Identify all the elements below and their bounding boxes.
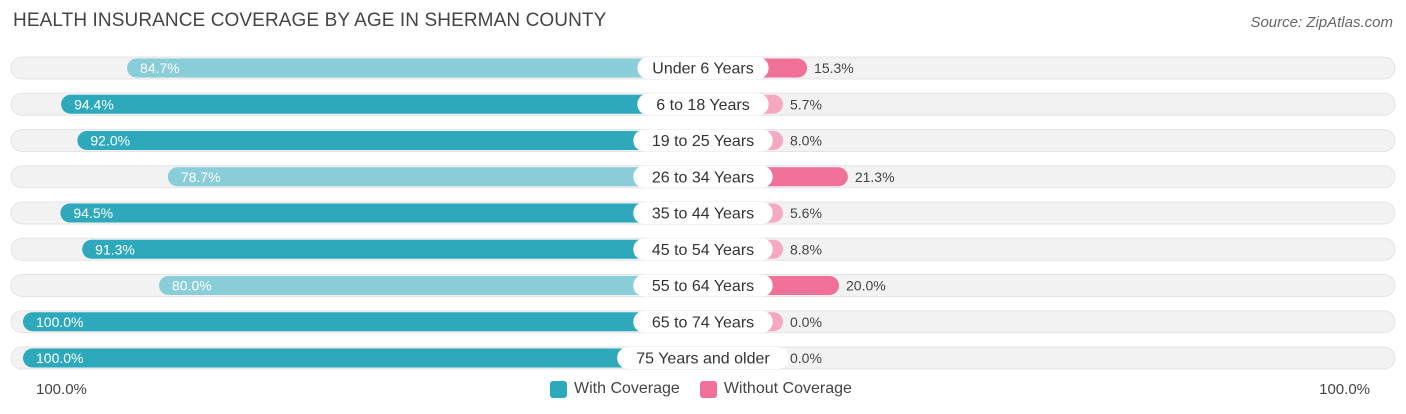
bar-with-coverage — [167, 167, 704, 187]
bar-with-coverage — [61, 94, 703, 114]
legend-item-without-coverage: Without Coverage — [699, 380, 852, 398]
bar-with-coverage — [159, 276, 703, 295]
label-without-coverage: 5.7% — [790, 96, 822, 112]
label-without-coverage: 15.3% — [814, 60, 854, 76]
label-with-coverage: 94.5% — [73, 205, 113, 221]
category-label: 55 to 64 Years — [652, 278, 754, 295]
label-with-coverage: 78.7% — [181, 169, 221, 185]
legend-swatch-with-coverage — [550, 380, 567, 398]
category-label: 75 Years and older — [636, 351, 770, 368]
category-pill — [633, 165, 773, 188]
bar-with-coverage — [127, 58, 704, 78]
category-label: Under 6 Years — [652, 61, 753, 78]
category-pill — [637, 93, 769, 116]
chart-area: 84.7% 15.3% Under 6 Years 94.4% 5.7% 6 to 18 … — [10, 56, 1396, 370]
label-with-coverage: 100.0% — [36, 350, 83, 366]
category-pill — [633, 274, 773, 297]
category-label: 6 to 18 Years — [656, 97, 749, 114]
legend-swatch-without-coverage — [699, 380, 717, 398]
category-label: 45 to 54 Years — [652, 242, 754, 259]
category-pill — [633, 310, 773, 333]
category-pill — [633, 202, 773, 224]
label-with-coverage: 92.0% — [90, 133, 130, 149]
label-with-coverage: 91.3% — [95, 241, 135, 257]
label-without-coverage: 8.0% — [790, 133, 822, 149]
category-pill — [633, 129, 773, 152]
label-without-coverage: 8.8% — [790, 241, 822, 257]
source-label: Source: ZipAtlas.com — [1250, 14, 1393, 31]
category-label: 35 to 44 Years — [652, 206, 754, 223]
label-without-coverage: 21.3% — [855, 169, 895, 185]
bar-with-coverage — [60, 203, 703, 223]
bar-with-coverage — [23, 312, 703, 332]
label-without-coverage: 5.6% — [790, 205, 822, 221]
label-with-coverage: 94.4% — [74, 96, 114, 112]
bar-with-coverage — [77, 131, 703, 150]
legend-item-with-coverage: With Coverage — [550, 380, 680, 398]
label-with-coverage: 100.0% — [36, 314, 83, 330]
legend: With Coverage Without Coverage — [550, 380, 872, 398]
label-with-coverage: 84.7% — [140, 60, 180, 76]
label-with-coverage: 80.0% — [172, 278, 212, 294]
category-pill — [633, 238, 773, 261]
label-without-coverage: 0.0% — [790, 350, 822, 366]
legend-label-with-coverage: With Coverage — [574, 380, 680, 397]
axis-right-label: 100.0% — [1319, 381, 1370, 398]
chart-title: HEALTH INSURANCE COVERAGE BY AGE IN SHER… — [13, 10, 607, 31]
category-label: 26 to 34 Years — [652, 169, 754, 186]
axis-left-label: 100.0% — [36, 381, 87, 398]
category-label: 65 to 74 Years — [652, 314, 754, 331]
category-pill — [637, 57, 769, 79]
legend-label-without-coverage: Without Coverage — [723, 380, 852, 397]
label-without-coverage: 20.0% — [846, 278, 886, 294]
label-without-coverage: 0.0% — [790, 314, 822, 330]
bar-with-coverage — [82, 239, 703, 259]
category-label: 19 to 25 Years — [652, 133, 754, 150]
category-pill — [617, 347, 789, 369]
bar-with-coverage — [23, 348, 703, 368]
